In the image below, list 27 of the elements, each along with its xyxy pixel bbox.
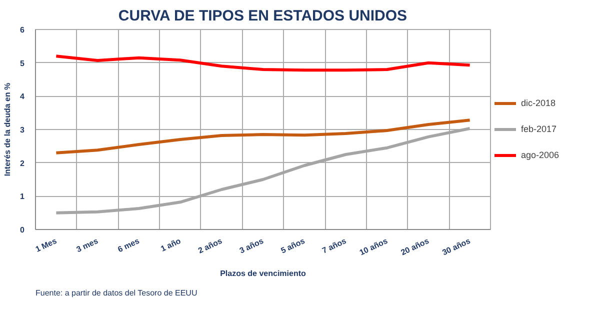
- x-tick-label: 3 mes: [75, 236, 100, 254]
- line-series: [54, 54, 472, 72]
- legend-label: ago-2006: [521, 150, 560, 160]
- y-tick-label: 4: [20, 92, 26, 102]
- x-tick-label: 30 años: [440, 236, 472, 258]
- y-tick-label: 1: [20, 192, 26, 202]
- y-tick-label: 2: [20, 158, 26, 168]
- x-tick-label: 6 mes: [116, 236, 142, 254]
- y-tick-label: 5: [20, 58, 26, 68]
- y-axis-title: Interés de la deuda en %: [3, 82, 12, 176]
- source-note: Fuente: a partir de datos del Tesoro de EEUU: [36, 288, 198, 298]
- x-tick-label: 5 años: [279, 236, 307, 256]
- x-tick-label: 1 año: [159, 236, 182, 254]
- line-series: [54, 118, 472, 154]
- y-tick-label: 6: [20, 26, 26, 34]
- x-axis-title: Plazos de vencimiento: [220, 269, 306, 278]
- x-tick-label: 3 años: [238, 236, 266, 256]
- legend-label: feb-2017: [521, 124, 557, 134]
- x-tick-label: 7 años: [320, 236, 348, 256]
- y-tick-label: 0: [20, 226, 26, 234]
- x-tick-label: 1 Mes: [34, 236, 59, 254]
- x-tick-label: 20 años: [400, 236, 431, 258]
- y-tick-label: 3: [20, 126, 26, 134]
- x-tick-label: 2 años: [196, 236, 224, 256]
- x-tick-label: 10 años: [358, 236, 390, 258]
- chart-title: CURVA DE TIPOS EN ESTADOS UNIDOS: [118, 8, 408, 24]
- legend-label: dic-2018: [521, 98, 556, 108]
